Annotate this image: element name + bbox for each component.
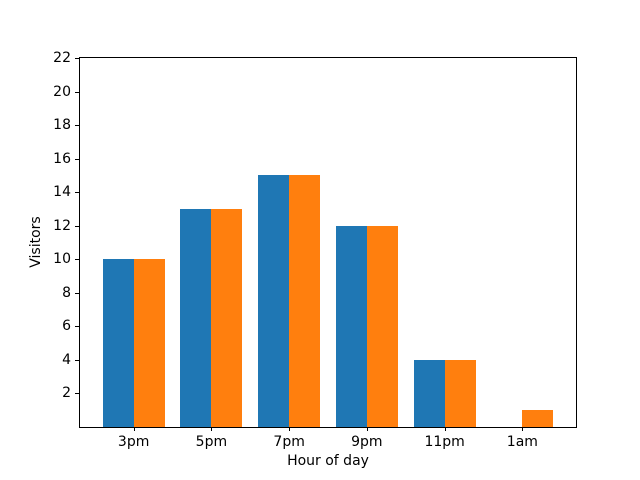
y-tick-label-22: 22 [53, 50, 71, 66]
y-tick-label-10: 10 [53, 251, 71, 268]
y-tick-10 [75, 259, 79, 261]
y-tick-14 [75, 192, 79, 194]
x-tick-label-5pm: 5pm [195, 434, 228, 450]
y-tick-label-14: 14 [53, 184, 71, 201]
y-tick-22 [75, 58, 79, 59]
plot-area [79, 57, 577, 428]
y-tick-label-12: 12 [53, 217, 71, 234]
bar-series-2-orange-3pm [133, 259, 165, 427]
bar-series-2-orange-7pm [289, 175, 321, 427]
y-tick-20 [75, 91, 79, 93]
y-tick-6 [75, 326, 79, 328]
x-tick-label-9pm: 9pm [351, 434, 383, 450]
y-tick-12 [75, 225, 79, 227]
x-tick-label-11pm: 11pm [424, 434, 465, 450]
bar-series-1-blue-5pm [180, 208, 212, 427]
y-tick-label-2: 2 [62, 385, 71, 402]
y-tick-8 [75, 292, 79, 294]
x-axis-label: Hour of day [287, 453, 369, 469]
x-tick-label-7pm: 7pm [273, 434, 305, 450]
y-tick-label-4: 4 [62, 351, 71, 368]
bar-series-2-orange-9pm [366, 225, 398, 427]
bar-series-1-blue-3pm [102, 259, 134, 427]
y-tick-label-18: 18 [53, 117, 71, 134]
bar-series-1-blue-7pm [258, 175, 290, 427]
x-tick-3pm [133, 427, 135, 431]
bar-series-1-blue-9pm [335, 225, 367, 427]
y-tick-label-8: 8 [62, 284, 71, 301]
y-tick-label-20: 20 [53, 83, 71, 100]
bar-series-2-orange-11pm [444, 359, 476, 427]
y-tick-4 [75, 359, 79, 361]
x-tick-1am [522, 427, 524, 431]
y-tick-18 [75, 125, 79, 127]
bar-series-1-blue-11pm [413, 359, 445, 427]
x-tick-5pm [211, 427, 213, 431]
bar-series-2-orange-1am [522, 410, 554, 427]
y-tick-16 [75, 158, 79, 160]
x-tick-9pm [366, 427, 368, 431]
bar-series-2-orange-5pm [211, 208, 243, 427]
x-tick-7pm [289, 427, 291, 431]
y-tick-label-6: 6 [62, 318, 71, 335]
y-tick-label-16: 16 [53, 150, 71, 167]
x-tick-11pm [444, 427, 446, 431]
x-tick-label-3pm: 3pm [117, 434, 150, 450]
y-tick-2 [75, 393, 79, 395]
x-tick-label-1am: 1am [506, 434, 538, 450]
